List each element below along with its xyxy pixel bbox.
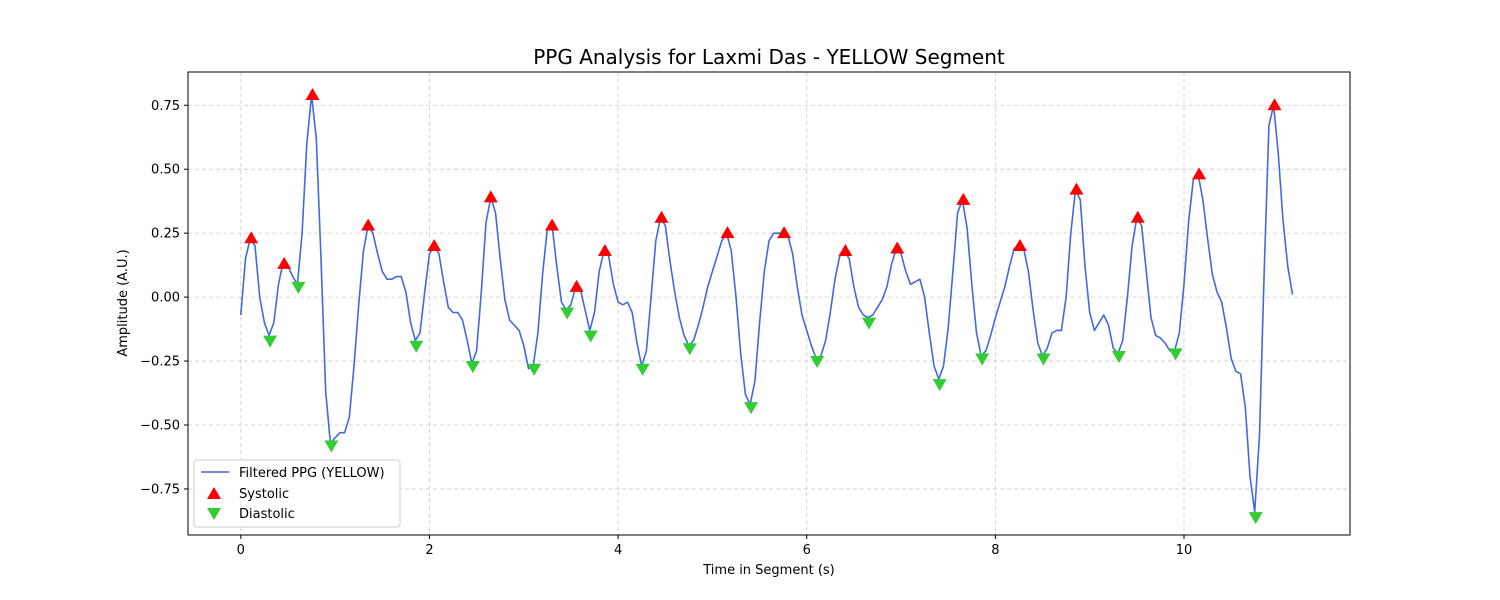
systolic-marker xyxy=(838,244,853,257)
x-axis-label: Time in Segment (s) xyxy=(702,563,834,578)
plot-area xyxy=(188,72,1350,535)
diastolic-marker xyxy=(932,379,947,392)
legend: Filtered PPG (YELLOW) Systolic Diastolic xyxy=(193,459,401,528)
legend-systolic-swatch xyxy=(207,487,221,499)
systolic-marker xyxy=(597,244,612,257)
diastolic-marker xyxy=(583,330,598,343)
diastolic-marker xyxy=(1036,353,1051,366)
diastolic-marker xyxy=(527,363,542,376)
x-tick-label: 2 xyxy=(425,543,433,558)
diastolic-marker xyxy=(861,317,876,330)
diastolic-marker xyxy=(291,281,306,294)
diastolic-marker xyxy=(682,343,697,356)
systolic-marker xyxy=(545,218,560,231)
y-tick-label: 0.00 xyxy=(151,291,180,306)
legend-label-systolic: Systolic xyxy=(239,487,289,502)
legend-diastolic-swatch xyxy=(207,508,221,520)
grid xyxy=(188,72,1350,535)
diastolic-marker xyxy=(263,335,278,348)
chart-title: PPG Analysis for Laxmi Das - YELLOW Segm… xyxy=(533,45,1005,69)
y-tick-label: −0.50 xyxy=(140,419,180,434)
systolic-marker xyxy=(305,88,320,101)
x-tick-label: 8 xyxy=(991,543,999,558)
legend-box xyxy=(193,459,401,528)
y-tick-label: 0.50 xyxy=(151,163,180,178)
y-axis-label: Amplitude (A.U.) xyxy=(116,249,131,356)
systolic-marker xyxy=(777,226,792,239)
x-tick-label: 4 xyxy=(614,543,622,558)
systolic-marker xyxy=(890,241,905,254)
diastolic-marker xyxy=(1248,512,1263,525)
y-tick-label: −0.75 xyxy=(140,482,180,497)
diastolic-marker xyxy=(465,361,480,374)
systolic-marker xyxy=(569,279,584,292)
systolic-marker xyxy=(244,231,259,244)
x-tick-label: 0 xyxy=(237,543,245,558)
plot-frame xyxy=(187,71,1351,536)
marker-group xyxy=(244,88,1282,525)
systolic-marker xyxy=(956,192,971,205)
diastolic-marker xyxy=(975,353,990,366)
systolic-marker xyxy=(427,238,442,251)
systolic-marker xyxy=(1267,98,1282,111)
diastolic-marker xyxy=(1111,350,1126,363)
systolic-marker xyxy=(277,256,292,269)
systolic-marker xyxy=(654,210,669,223)
systolic-marker xyxy=(1192,167,1207,180)
systolic-marker xyxy=(483,190,498,203)
diastolic-marker xyxy=(560,307,575,320)
x-tick-label: 10 xyxy=(1176,543,1193,558)
systolic-marker xyxy=(361,218,376,231)
diastolic-marker xyxy=(1168,348,1183,361)
systolic-marker xyxy=(720,226,735,239)
diastolic-marker xyxy=(744,402,759,415)
systolic-marker xyxy=(1130,210,1145,223)
y-tick-label: −0.25 xyxy=(140,355,180,370)
diastolic-marker xyxy=(810,356,825,369)
diastolic-marker xyxy=(635,363,650,376)
systolic-marker xyxy=(1012,238,1027,251)
diastolic-marker xyxy=(409,340,424,353)
diastolic-marker xyxy=(324,440,339,453)
y-tick-label: 0.25 xyxy=(151,227,180,242)
legend-label-diastolic: Diastolic xyxy=(239,507,295,522)
x-tick-label: 6 xyxy=(803,543,811,558)
legend-label-filtered: Filtered PPG (YELLOW) xyxy=(239,466,385,481)
y-tick-label: 0.75 xyxy=(151,99,180,114)
ticks: 0 2 4 6 8 10 −0.75 −0.50 −0.25 0.00 0.25 0.50 0.75 xyxy=(140,99,1192,558)
systolic-marker xyxy=(1069,182,1084,195)
